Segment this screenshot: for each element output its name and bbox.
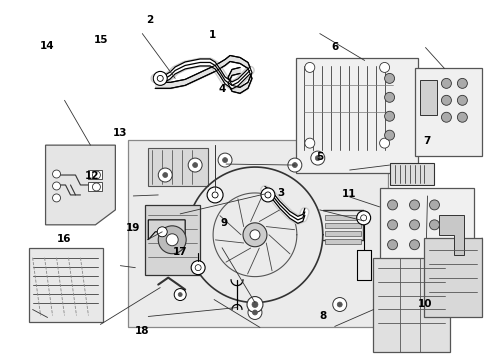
Text: 16: 16 — [57, 234, 71, 244]
Circle shape — [315, 156, 320, 161]
Circle shape — [456, 95, 467, 105]
Bar — [324, 223, 360, 228]
Circle shape — [408, 220, 419, 230]
Circle shape — [92, 171, 100, 179]
Bar — [88, 182, 102, 191]
Polygon shape — [439, 215, 464, 255]
Bar — [88, 170, 102, 179]
Text: 4: 4 — [219, 84, 226, 94]
Bar — [372, 258, 449, 352]
Circle shape — [261, 188, 274, 202]
Bar — [295, 58, 417, 173]
Text: 17: 17 — [172, 247, 187, 257]
Circle shape — [441, 95, 450, 105]
Bar — [128, 140, 387, 328]
Circle shape — [379, 62, 389, 72]
Circle shape — [310, 151, 324, 165]
Text: 2: 2 — [145, 15, 153, 26]
Circle shape — [52, 194, 61, 202]
Text: 10: 10 — [417, 299, 431, 309]
Circle shape — [192, 163, 197, 167]
Text: 13: 13 — [113, 129, 127, 138]
Circle shape — [408, 240, 419, 250]
Text: 11: 11 — [342, 189, 356, 199]
Text: 5: 5 — [316, 152, 323, 162]
Circle shape — [384, 130, 394, 140]
Text: 14: 14 — [40, 41, 54, 50]
Text: 3: 3 — [277, 188, 284, 198]
Circle shape — [52, 170, 61, 178]
Circle shape — [379, 138, 389, 148]
Polygon shape — [148, 220, 185, 245]
Circle shape — [247, 306, 262, 319]
Circle shape — [356, 211, 370, 225]
Circle shape — [387, 220, 397, 230]
Text: 7: 7 — [423, 136, 430, 145]
Circle shape — [384, 73, 394, 84]
Circle shape — [212, 192, 218, 198]
Circle shape — [251, 302, 258, 307]
Circle shape — [188, 158, 202, 172]
Circle shape — [360, 215, 366, 221]
Circle shape — [387, 200, 397, 210]
Circle shape — [428, 200, 439, 210]
Circle shape — [157, 227, 167, 237]
Circle shape — [456, 112, 467, 122]
Circle shape — [243, 223, 266, 247]
Bar — [148, 148, 208, 186]
Circle shape — [387, 240, 397, 250]
Circle shape — [178, 293, 182, 297]
Text: 19: 19 — [126, 224, 140, 233]
Bar — [29, 248, 103, 323]
Text: 18: 18 — [135, 325, 149, 336]
Circle shape — [222, 158, 227, 163]
Bar — [324, 231, 360, 236]
Circle shape — [158, 168, 172, 182]
Circle shape — [191, 261, 204, 275]
Circle shape — [52, 182, 61, 190]
Circle shape — [163, 172, 167, 177]
Circle shape — [408, 200, 419, 210]
Circle shape — [92, 183, 100, 191]
Circle shape — [158, 226, 186, 254]
Circle shape — [287, 158, 301, 172]
Bar — [424, 238, 481, 318]
Text: 6: 6 — [330, 42, 338, 52]
Circle shape — [174, 289, 186, 301]
Bar — [379, 188, 473, 276]
Polygon shape — [45, 145, 115, 225]
Circle shape — [456, 78, 467, 88]
Bar — [145, 205, 200, 275]
Circle shape — [166, 234, 178, 246]
Bar — [324, 239, 360, 244]
Circle shape — [384, 111, 394, 121]
Circle shape — [441, 78, 450, 88]
Circle shape — [218, 153, 232, 167]
Bar — [414, 68, 481, 156]
Text: 8: 8 — [318, 311, 325, 321]
Circle shape — [337, 302, 342, 307]
Circle shape — [384, 92, 394, 102]
Circle shape — [332, 298, 346, 311]
Bar — [324, 215, 360, 220]
Circle shape — [252, 310, 257, 315]
Circle shape — [304, 138, 314, 148]
Text: 9: 9 — [220, 218, 227, 228]
Circle shape — [428, 220, 439, 230]
Circle shape — [264, 192, 270, 198]
Circle shape — [153, 71, 167, 85]
Circle shape — [304, 62, 314, 72]
Circle shape — [157, 75, 163, 81]
Circle shape — [207, 187, 223, 203]
Text: 15: 15 — [93, 35, 108, 45]
Text: 1: 1 — [209, 30, 216, 40]
Bar — [389, 163, 433, 185]
Circle shape — [249, 230, 260, 240]
Circle shape — [292, 163, 297, 167]
Circle shape — [246, 297, 263, 312]
Circle shape — [441, 112, 450, 122]
Text: 12: 12 — [85, 171, 100, 181]
Circle shape — [195, 265, 201, 271]
Bar — [419, 80, 437, 115]
